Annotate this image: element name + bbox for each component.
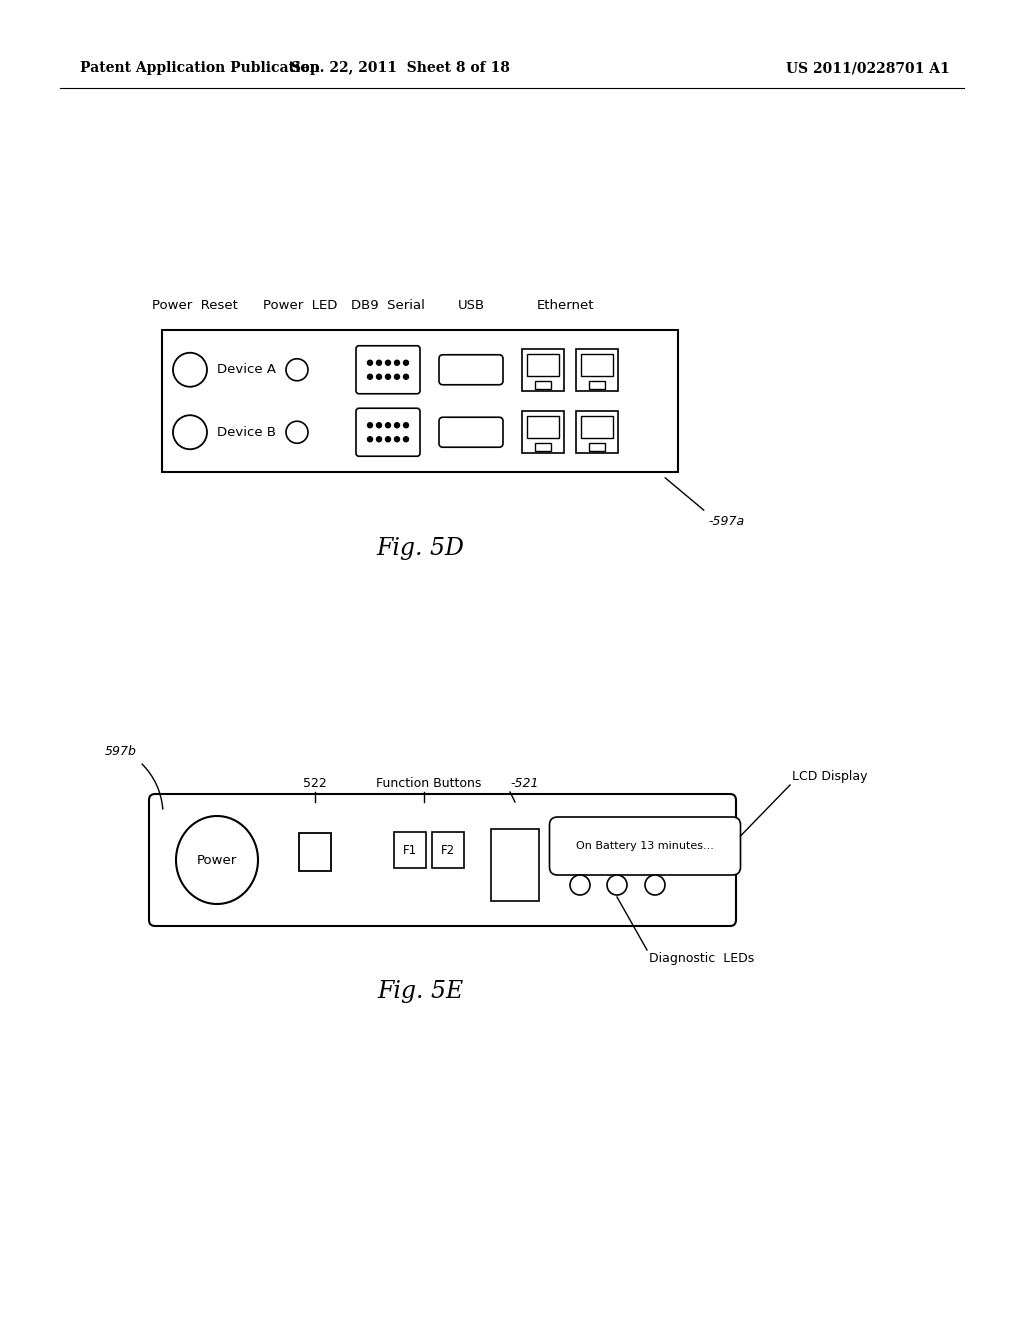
Circle shape [394,437,399,442]
Text: F1: F1 [402,843,417,857]
Circle shape [173,416,207,449]
Circle shape [645,875,665,895]
FancyBboxPatch shape [150,795,736,927]
Text: Fig. 5E: Fig. 5E [377,979,463,1003]
Circle shape [377,437,382,442]
Text: DB9  Serial: DB9 Serial [351,300,425,312]
FancyBboxPatch shape [550,817,740,875]
FancyBboxPatch shape [535,380,551,389]
Circle shape [403,360,409,366]
Text: LCD Display: LCD Display [792,770,867,783]
Circle shape [394,422,399,428]
Text: -597a: -597a [708,515,744,528]
Circle shape [368,360,373,366]
Circle shape [368,375,373,379]
Text: 597b: 597b [105,744,137,758]
Text: Ethernet: Ethernet [537,300,594,312]
Circle shape [377,360,382,366]
Circle shape [286,421,308,444]
Circle shape [394,375,399,379]
FancyBboxPatch shape [522,412,564,453]
Circle shape [570,875,590,895]
Text: Diagnostic  LEDs: Diagnostic LEDs [649,952,755,965]
Text: On Battery 13 minutes...: On Battery 13 minutes... [577,841,714,851]
FancyBboxPatch shape [575,412,618,453]
Circle shape [403,437,409,442]
FancyBboxPatch shape [522,348,564,391]
Circle shape [403,422,409,428]
Text: Sep. 22, 2011  Sheet 8 of 18: Sep. 22, 2011 Sheet 8 of 18 [291,61,509,75]
FancyBboxPatch shape [432,832,464,869]
Text: Function Buttons: Function Buttons [376,777,481,789]
Text: Power  Reset: Power Reset [152,300,238,312]
Circle shape [368,422,373,428]
FancyBboxPatch shape [356,346,420,393]
Text: 522: 522 [303,777,327,789]
FancyBboxPatch shape [575,348,618,391]
Circle shape [173,352,207,387]
Circle shape [385,360,390,366]
FancyBboxPatch shape [439,417,503,447]
Text: F2: F2 [441,843,455,857]
FancyBboxPatch shape [356,408,420,457]
Text: Power: Power [197,854,238,866]
Text: US 2011/0228701 A1: US 2011/0228701 A1 [786,61,950,75]
Circle shape [377,375,382,379]
FancyBboxPatch shape [589,444,605,451]
Circle shape [403,375,409,379]
FancyBboxPatch shape [527,416,559,438]
Text: Fig. 5D: Fig. 5D [376,537,464,560]
Circle shape [385,375,390,379]
FancyBboxPatch shape [162,330,678,473]
FancyBboxPatch shape [535,444,551,451]
Text: Device B: Device B [217,426,276,438]
Circle shape [377,422,382,428]
FancyBboxPatch shape [589,380,605,389]
FancyBboxPatch shape [439,355,503,384]
Circle shape [607,875,627,895]
Circle shape [385,437,390,442]
FancyBboxPatch shape [527,354,559,376]
Text: Device A: Device A [217,363,276,376]
Text: -521: -521 [510,777,539,789]
Text: Patent Application Publication: Patent Application Publication [80,61,319,75]
Circle shape [394,360,399,366]
FancyBboxPatch shape [581,354,613,376]
Circle shape [286,359,308,380]
Circle shape [368,437,373,442]
FancyBboxPatch shape [581,416,613,438]
Circle shape [385,422,390,428]
FancyBboxPatch shape [299,833,331,871]
Text: USB: USB [458,300,484,312]
Ellipse shape [176,816,258,904]
Text: Power  LED: Power LED [263,300,337,312]
FancyBboxPatch shape [490,829,539,902]
FancyBboxPatch shape [394,832,426,869]
